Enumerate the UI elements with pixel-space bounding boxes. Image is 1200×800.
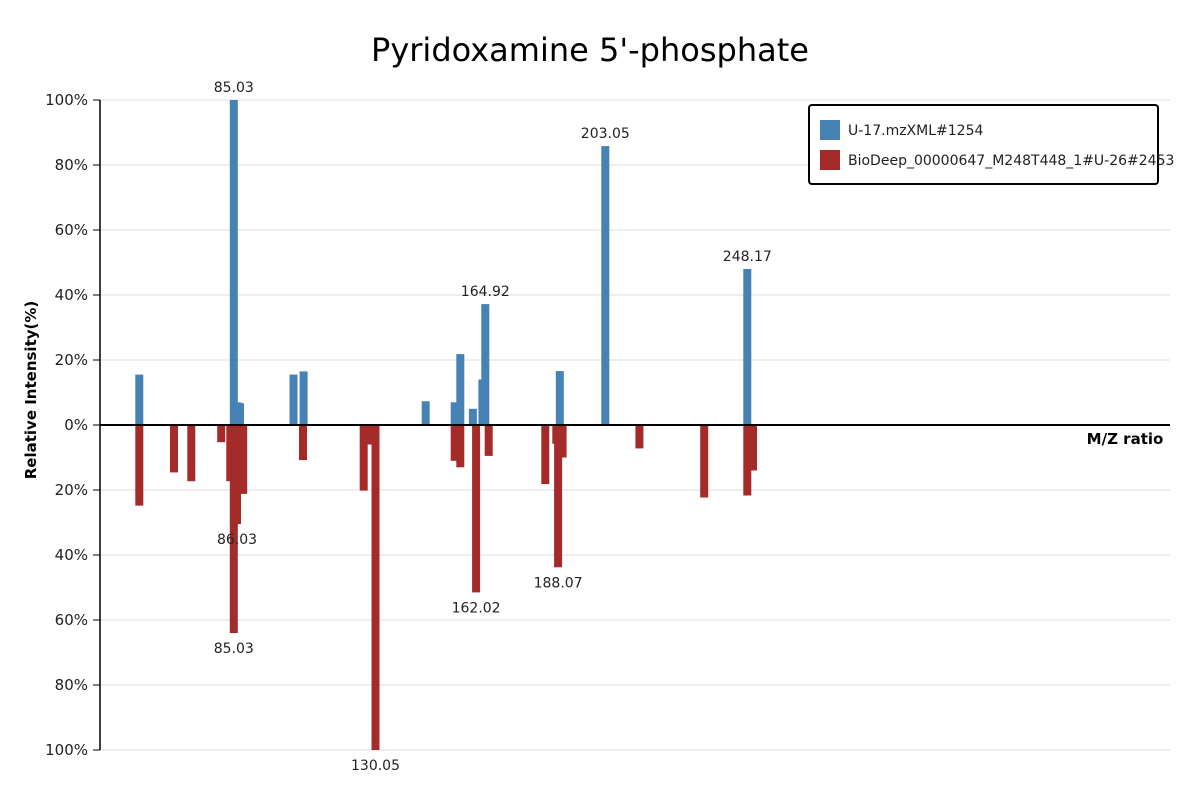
query-peak-label: 203.05 [581,126,630,142]
reference-peak-bar [135,425,144,506]
query-peak-label: 85.03 [214,80,254,96]
query-peak-bar [601,146,610,425]
query-peak-bar [236,403,244,425]
reference-peak-bar [170,425,178,473]
query-peak-bar [421,401,430,425]
bars [135,100,757,750]
query-peak-bar [743,269,752,425]
query-peak-bar [468,408,477,426]
reference-peak-bar [229,425,238,633]
reference-peak-bar [364,425,373,445]
query-peak-bar [135,374,144,425]
query-peak-label: 248.17 [723,249,772,265]
reference-peak-bar [554,425,563,568]
legend-swatch-reference [820,150,840,170]
reference-peak-bar [187,425,196,482]
y-tick-label: 80% [55,676,88,694]
axes [93,99,1170,751]
legend-swatch-query [820,120,840,140]
reference-peak-label: 162.02 [452,600,501,616]
reference-peak-bar [749,425,757,471]
reference-peak-bar [456,425,465,468]
peak-labels: 85.03 164.92 203.05 248.17 85.03 86.03 130.05 1… [214,80,772,774]
reference-peak-bar [541,425,550,485]
legend-label-reference: BioDeep_00000647_M248T448_1#U-26#2453 [848,153,1174,169]
reference-peak-bar [450,425,459,461]
y-tick-label: 20% [55,481,88,499]
reference-peak-bar [484,425,493,456]
legend-label-query: U-17.mzXML#1254 [848,123,983,139]
legend-box [808,104,1159,185]
y-tick-labels: 100% 80% 60% 40% 20% 0% 20% 40% 60% 80% 100% [45,91,88,759]
query-peak-bar [450,402,459,426]
gridlines [100,99,1170,751]
x-axis-label: M/Z ratio [1087,430,1164,448]
reference-peak-label: 188.07 [534,575,583,591]
y-tick-label: 40% [55,546,88,564]
reference-peak-bar [635,425,644,449]
reference-peak-bar [472,425,481,593]
reference-peak-bar [371,425,380,750]
y-tick-label: 100% [45,91,88,109]
y-tick-label: 60% [55,221,88,239]
y-tick-label: 0% [64,416,88,434]
y-tick-label: 20% [55,351,88,369]
y-tick-label: 60% [55,611,88,629]
reference-peak-bar [558,425,567,458]
query-peak-bar [229,100,238,425]
query-peak-bar [289,374,298,425]
chart-title: Pyridoxamine 5'-phosphate [371,31,809,69]
reference-peak-label: 130.05 [351,758,400,774]
reference-peak-bar [359,425,368,491]
reference-peak-label: 85.03 [214,641,254,657]
query-peak-bar [456,354,465,425]
y-tick-label: 100% [45,741,88,759]
reference-peak-bar [743,425,752,496]
y-axis-label: Relative Intensity(%) [22,301,40,480]
query-peak-bar [481,304,490,425]
reference-peak-label: 86.03 [217,532,257,548]
query-peak-bar [299,371,308,425]
reference-peak-bar [299,425,307,461]
reference-peak-bar [233,425,241,525]
query-peak-label: 164.92 [461,284,510,300]
reference-peak-bar [239,425,248,494]
reference-peak-bar [217,425,226,443]
reference-peak-bar [700,425,709,498]
legend: U-17.mzXML#1254 BioDeep_00000647_M248T44… [808,104,1174,185]
y-tick-label: 40% [55,286,88,304]
query-peak-bar [555,371,564,426]
y-tick-label: 80% [55,156,88,174]
